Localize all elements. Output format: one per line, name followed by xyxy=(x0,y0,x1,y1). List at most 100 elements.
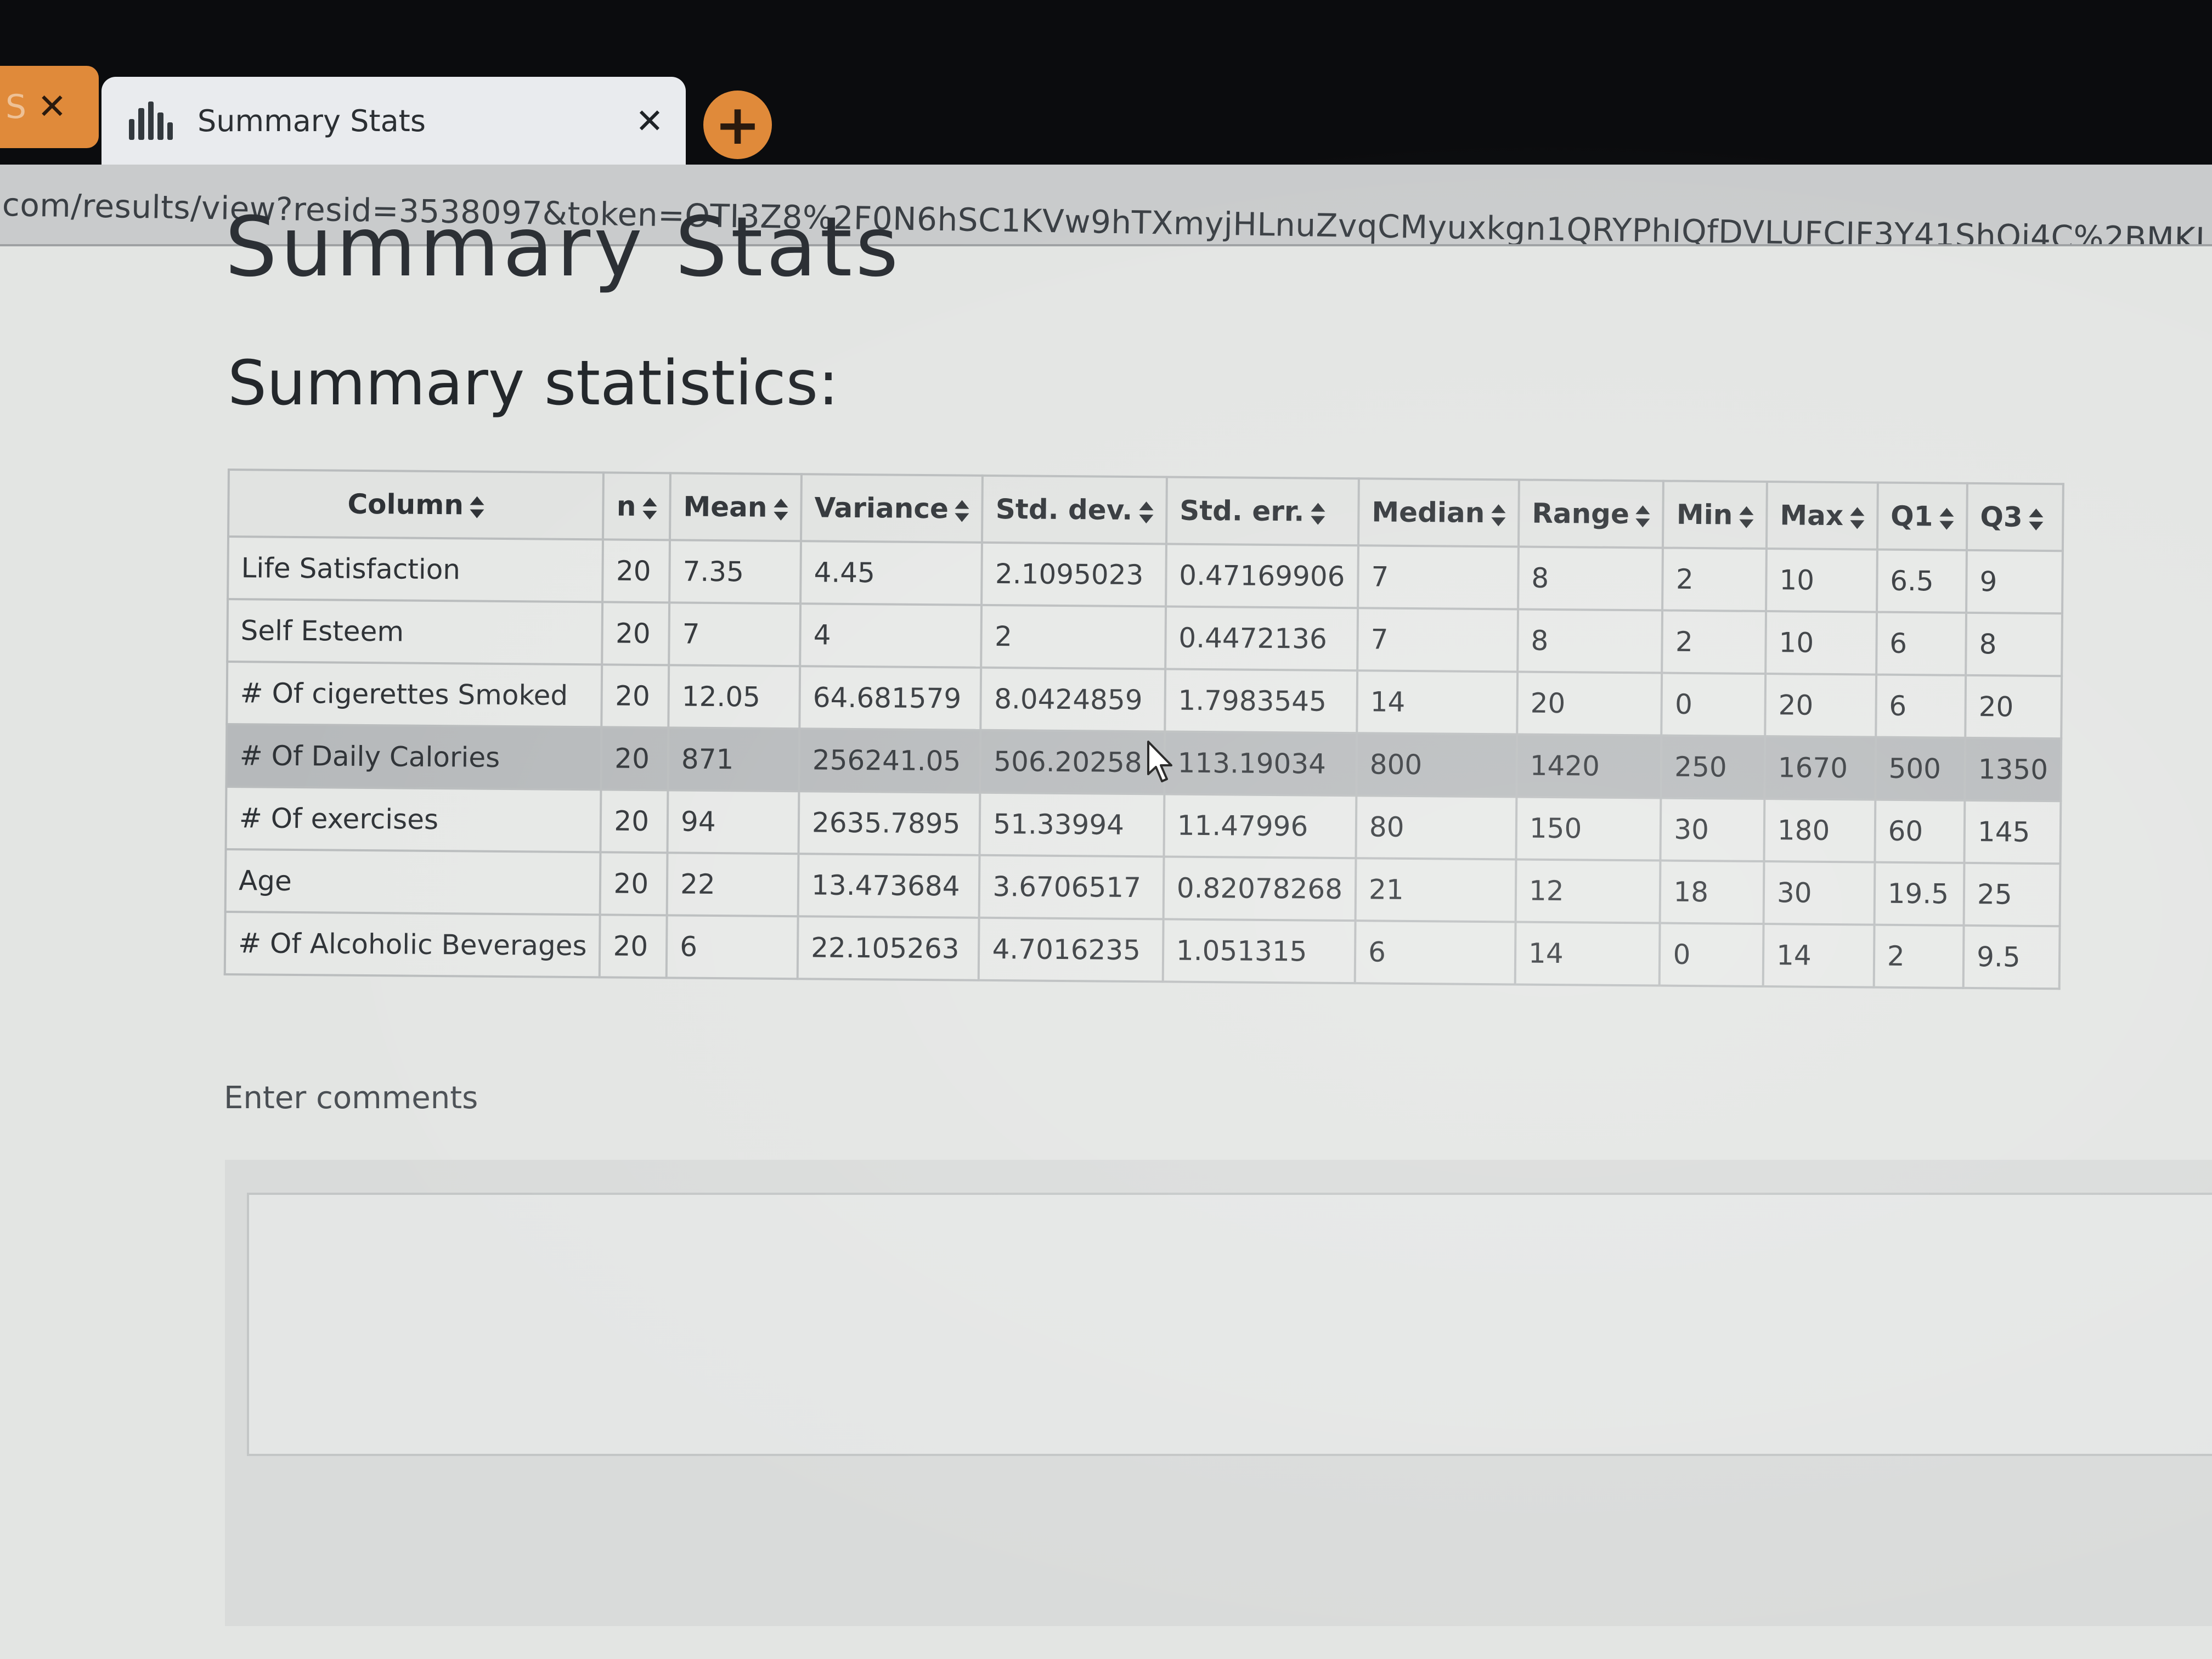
table-cell: 1.051315 xyxy=(1163,919,1356,984)
active-tab-title: Summary Stats xyxy=(198,103,426,138)
table-cell: 1420 xyxy=(1516,734,1662,798)
column-header[interactable]: n xyxy=(603,472,671,540)
comments-panel xyxy=(225,1160,2212,1626)
plus-icon: + xyxy=(714,92,761,157)
table-cell: 14 xyxy=(1515,922,1661,986)
sort-icon[interactable] xyxy=(1939,507,1954,529)
table-cell: 20 xyxy=(600,915,667,978)
table-cell: 8.0424859 xyxy=(980,667,1165,732)
table-cell: 150 xyxy=(1516,797,1661,861)
column-header[interactable]: Variance xyxy=(801,474,983,543)
sort-icon[interactable] xyxy=(1850,507,1864,529)
sort-icon[interactable] xyxy=(2029,508,2044,530)
table-cell: 7 xyxy=(1357,608,1518,672)
table-cell: 2 xyxy=(1662,548,1767,612)
sort-icon[interactable] xyxy=(642,497,657,519)
column-header[interactable]: Q3 xyxy=(1966,483,2064,551)
table-cell: 4 xyxy=(800,603,982,668)
column-header[interactable]: Range xyxy=(1518,479,1664,548)
table-cell: 4.45 xyxy=(800,541,983,605)
table-cell: 80 xyxy=(1356,795,1517,860)
bar-chart-icon xyxy=(129,101,173,140)
table-cell: 21 xyxy=(1355,858,1516,922)
sort-icon[interactable] xyxy=(774,498,788,520)
table-cell: 6 xyxy=(1875,674,1966,738)
column-header-label: Q3 xyxy=(1980,501,2023,533)
table-cell: 20 xyxy=(600,789,668,853)
table-cell: 1.7983545 xyxy=(1165,669,1358,733)
sort-icon[interactable] xyxy=(1491,504,1505,526)
table-cell: 18 xyxy=(1660,860,1764,924)
row-label-cell: # Of Daily Calories xyxy=(226,724,602,790)
close-icon[interactable]: ✕ xyxy=(37,87,67,127)
comments-textarea[interactable] xyxy=(247,1193,2212,1456)
table-cell: 0.4472136 xyxy=(1165,606,1358,671)
table-cell: 11.47996 xyxy=(1164,794,1357,859)
row-label-cell: # Of exercises xyxy=(225,786,601,853)
summary-statistics-table: Column n Mean Variance Std. dev. Std. er… xyxy=(223,469,2065,990)
column-header[interactable]: Median xyxy=(1358,478,1519,547)
column-header[interactable]: Column xyxy=(228,470,604,540)
column-header-label: Max xyxy=(1780,499,1844,532)
table-cell: 113.19034 xyxy=(1164,731,1357,796)
table-cell: 250 xyxy=(1661,735,1765,799)
table-cell: 20 xyxy=(602,602,670,665)
column-header[interactable]: Min xyxy=(1663,481,1767,549)
table-cell: 64.681579 xyxy=(799,666,981,730)
previous-tab-label: S xyxy=(5,88,27,126)
column-header[interactable]: Std. err. xyxy=(1166,477,1359,546)
address-bar[interactable]: com/results/view?resid=3538097&token=OTI… xyxy=(0,165,2212,246)
column-header-label: n xyxy=(616,490,636,522)
table-cell: 7 xyxy=(669,602,801,667)
table-cell: 20 xyxy=(1965,675,2062,739)
active-tab[interactable]: Summary Stats ✕ xyxy=(101,77,686,165)
column-header-label: Std. err. xyxy=(1180,494,1305,528)
close-icon[interactable]: ✕ xyxy=(635,100,664,141)
table-cell: 0 xyxy=(1660,923,1764,987)
table-cell: 800 xyxy=(1356,733,1517,797)
new-tab-button[interactable]: + xyxy=(703,91,772,159)
row-label-cell: Life Satisfaction xyxy=(228,537,603,602)
table-cell: 256241.05 xyxy=(799,729,981,793)
column-header-label: Mean xyxy=(683,490,768,523)
column-header[interactable]: Std. dev. xyxy=(982,475,1167,544)
table-cell: 20 xyxy=(600,852,668,916)
table-cell: 25 xyxy=(1963,862,2061,927)
sort-icon[interactable] xyxy=(1739,506,1753,528)
table-cell: 30 xyxy=(1660,798,1765,862)
column-header[interactable]: Max xyxy=(1766,482,1878,550)
table-cell: 2.1095023 xyxy=(981,542,1166,607)
sort-icon[interactable] xyxy=(1636,505,1650,527)
table-cell: 2635.7895 xyxy=(798,791,980,855)
column-header[interactable]: Mean xyxy=(670,473,802,541)
table-cell: 1350 xyxy=(1965,737,2062,802)
table-cell: 22 xyxy=(667,853,799,917)
sort-icon[interactable] xyxy=(1139,501,1153,523)
table-cell: 6 xyxy=(1876,612,1967,675)
previous-tab[interactable]: S ✕ xyxy=(0,66,99,148)
table-cell: 14 xyxy=(1357,670,1518,735)
comments-label: Enter comments xyxy=(224,1080,478,1116)
table-cell: 20 xyxy=(602,539,670,603)
table-cell: 6 xyxy=(666,915,798,979)
table-cell: 10 xyxy=(1766,549,1877,612)
column-header-label: Median xyxy=(1372,496,1485,529)
table-cell: 30 xyxy=(1763,861,1875,925)
table-cell: 12 xyxy=(1515,859,1661,923)
browser-tab-strip: S ✕ Summary Stats ✕ + xyxy=(0,0,2212,170)
table-cell: 500 xyxy=(1875,737,1966,800)
table-cell: 14 xyxy=(1763,924,1875,988)
section-title: Summary statistics: xyxy=(228,348,839,419)
table-cell: 2 xyxy=(981,605,1166,669)
table-cell: 2 xyxy=(1874,924,1964,988)
table-cell: 10 xyxy=(1765,611,1877,675)
table-cell: 12.05 xyxy=(668,665,800,729)
table-cell: 7.35 xyxy=(669,540,802,604)
table-cell: 2 xyxy=(1662,610,1767,674)
column-header[interactable]: Q1 xyxy=(1877,482,1967,550)
sort-icon[interactable] xyxy=(470,496,484,518)
sort-icon[interactable] xyxy=(955,500,969,522)
table-cell: 871 xyxy=(668,727,800,792)
table-cell: 0 xyxy=(1661,673,1766,737)
sort-icon[interactable] xyxy=(1311,503,1325,524)
